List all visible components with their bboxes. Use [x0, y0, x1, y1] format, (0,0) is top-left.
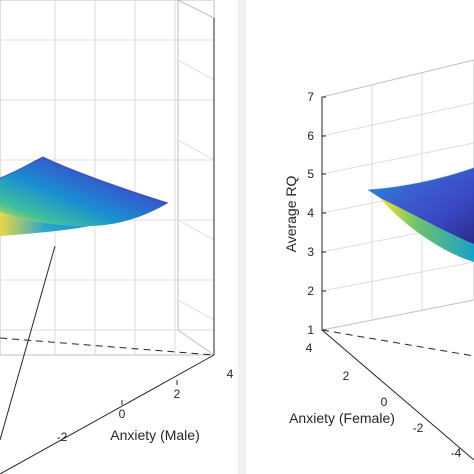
right-x-tick-label: 2: [343, 369, 350, 383]
right-z-tick-label: 4: [307, 206, 314, 220]
right-surface-edge: [367, 167, 474, 191]
right-z-tick-label: 2: [307, 284, 314, 298]
right-x-ticks: 4 2 0 -2 -4: [306, 341, 462, 460]
right-surface: [367, 167, 474, 262]
left-x-ticks: -2 0 2 4: [57, 367, 234, 444]
right-z-tick-label: 1: [307, 323, 314, 337]
left-x-tick-label: 2: [174, 387, 181, 401]
right-z-tick-label: 7: [307, 90, 314, 104]
right-x-tick-label: -2: [413, 421, 424, 435]
left-surface-underside: [0, 212, 90, 236]
left-x-tick-label: -2: [57, 430, 68, 444]
left-x-axis-label: Anxiety (Male): [110, 427, 199, 443]
left-x-tick-label: 0: [119, 407, 126, 421]
right-surface-top: [368, 168, 474, 244]
left-axes: [0, 18, 215, 474]
left-panel-background: [0, 0, 240, 474]
left-x-tick-label: 4: [227, 367, 234, 381]
left-panel: -2 0 2 4 Anxiety (Male): [0, 0, 240, 474]
right-x-tick-label: -4: [451, 446, 462, 460]
right-x-tick-label: 4: [306, 341, 313, 355]
left-x-axis: [0, 354, 215, 474]
right-x-axis: [321, 329, 474, 461]
right-x-axis-label: Anxiety (Female): [289, 410, 395, 426]
right-z-tick-label: 3: [307, 245, 314, 259]
right-z-tick-label: 5: [307, 167, 314, 181]
left-surface-top: [0, 157, 168, 226]
right-z-tick-label: 6: [307, 129, 314, 143]
panel-separator: [238, 0, 246, 474]
left-surface-edge: [0, 156, 169, 204]
left-surface: [0, 156, 169, 236]
right-surface-underside: [380, 198, 474, 262]
right-z-ticks: 1 2 3 4 5 6 7: [307, 90, 326, 337]
right-x-tick-label: 0: [381, 395, 388, 409]
right-panel: 1 2 3 4 5 6 7 Average RQ 4 2 0 -2 -4 Anx…: [246, 0, 474, 474]
left-solid-edge: [0, 245, 56, 441]
right-dashed-edge: [321, 329, 474, 357]
right-z-axis-label: Average RQ: [283, 175, 299, 252]
